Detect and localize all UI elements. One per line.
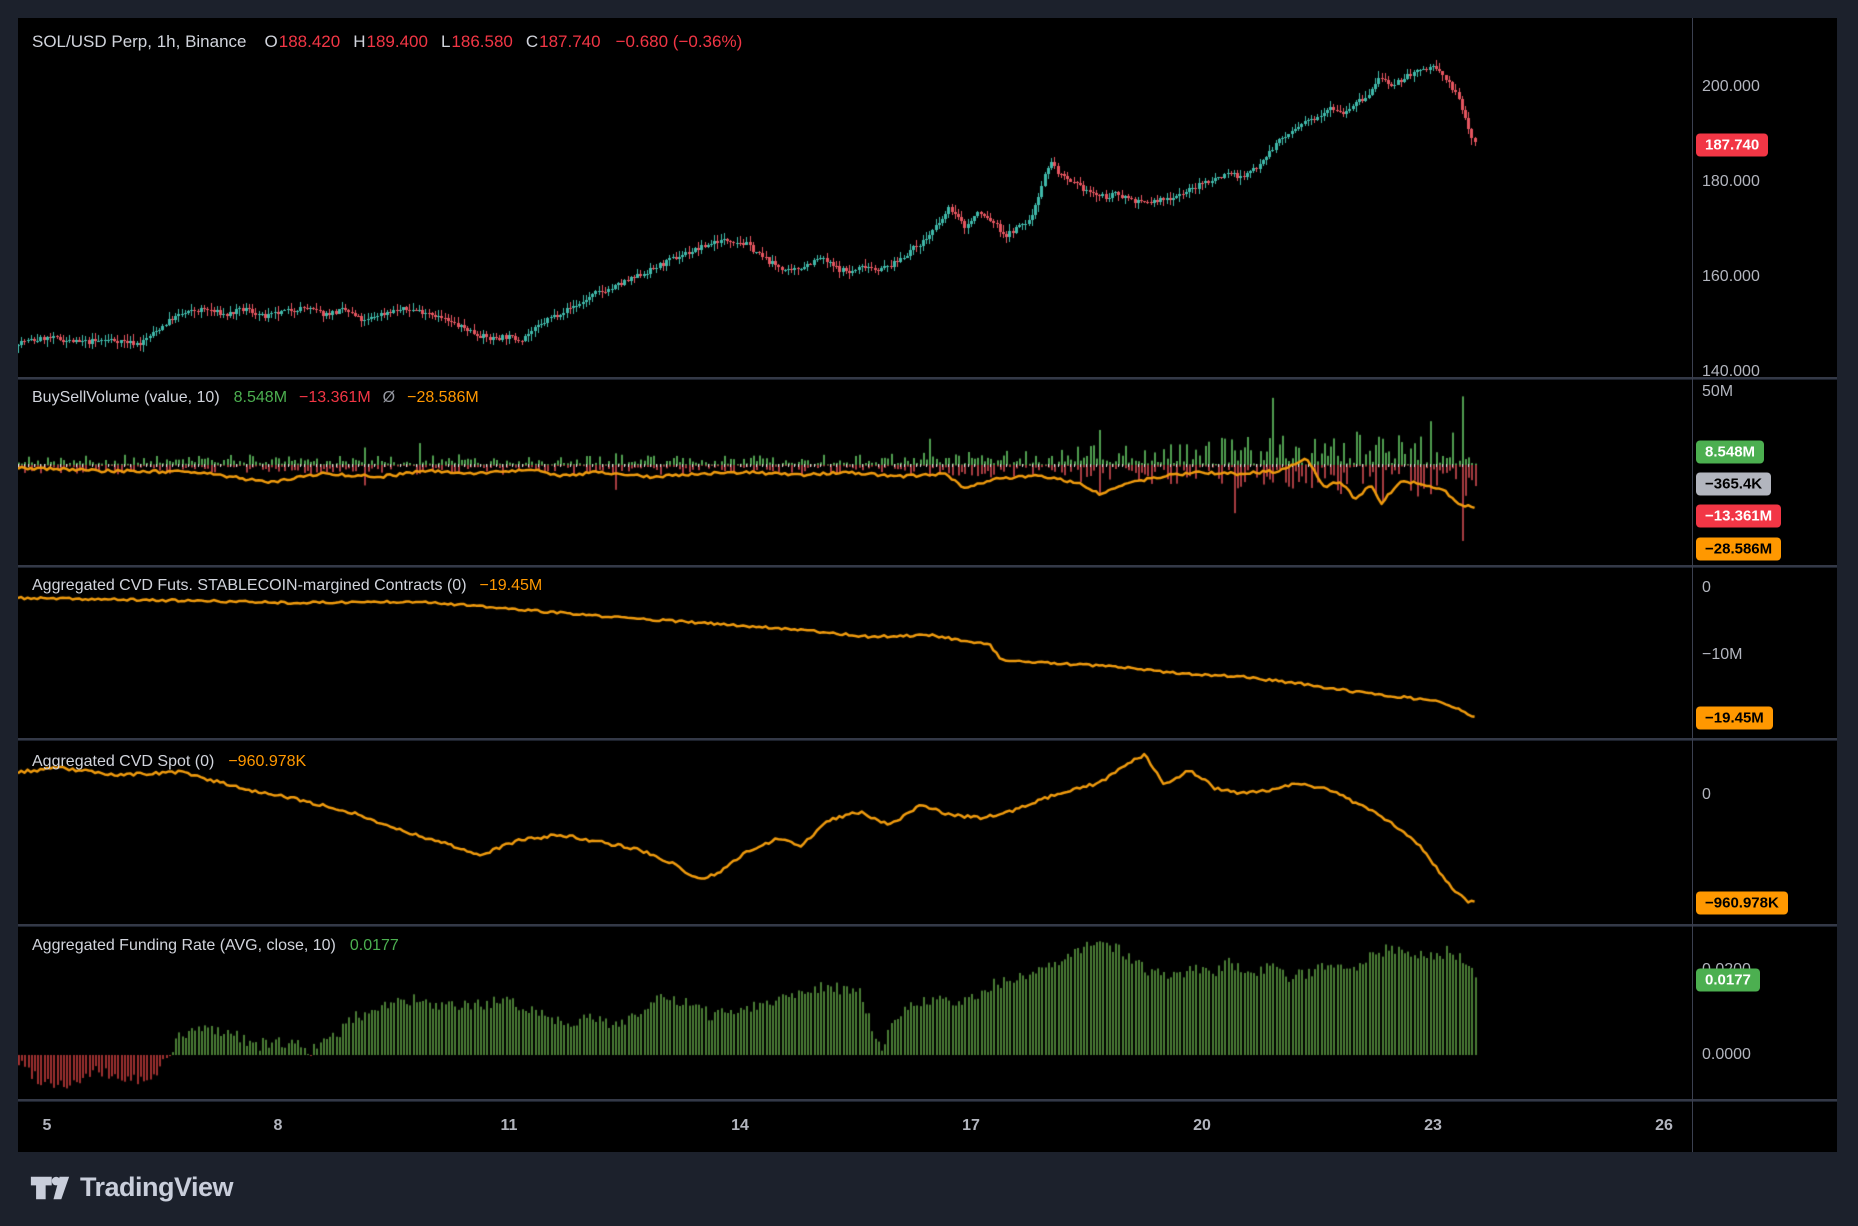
- volume-axis[interactable]: 50M 8.548M −365.4K −13.361M −28.586M: [1692, 380, 1837, 565]
- value-badge: 187.740: [1696, 133, 1769, 157]
- title-segment: Ø: [382, 389, 396, 406]
- time-axis-label: 8: [273, 1117, 283, 1134]
- price-axis[interactable]: 200.000 180.000 160.000 140.000 187.740: [1692, 18, 1837, 377]
- axis-label: 140.000: [1702, 363, 1760, 377]
- title-segment: Aggregated Funding Rate (AVG, close, 10): [32, 937, 336, 954]
- price-scale-divider[interactable]: [1692, 18, 1693, 1152]
- title-segment: H: [353, 32, 366, 51]
- tradingview-logo-icon: [30, 1176, 70, 1199]
- volume-pane[interactable]: BuySellVolume (value, 10) 8.548M −13.361M Ø…: [18, 380, 1837, 565]
- pane-divider[interactable]: [18, 924, 1837, 926]
- title-segment: 0.0177: [349, 937, 399, 954]
- funding-rate-indicator-title[interactable]: Aggregated Funding Rate (AVG, close, 10)…: [32, 936, 399, 956]
- cvd-futures-pane[interactable]: Aggregated CVD Futs. STABLECOIN-margined…: [18, 568, 1837, 738]
- price-chart-canvas[interactable]: [18, 18, 1692, 377]
- funding-rate-canvas[interactable]: [18, 927, 1692, 1099]
- price-pane[interactable]: SOL/USD Perp, 1h, Binance O188.420 H189.40…: [18, 18, 1837, 377]
- cvd-spot-axis[interactable]: 0 −960.978K: [1692, 741, 1837, 924]
- cvd-futures-indicator-title[interactable]: Aggregated CVD Futs. STABLECOIN-margined…: [32, 576, 542, 596]
- title-segment: 189.400: [366, 32, 428, 51]
- time-axis-label: 17: [962, 1117, 980, 1134]
- time-axis-label: 26: [1655, 1117, 1673, 1134]
- title-segment: 188.420: [278, 32, 341, 51]
- title-segment: SOL/USD Perp, 1h, Binance: [32, 32, 247, 51]
- axis-label: 200.000: [1702, 78, 1760, 95]
- cvd-spot-indicator-title[interactable]: Aggregated CVD Spot (0) −960.978K: [32, 752, 306, 772]
- time-axis-label: 20: [1193, 1117, 1211, 1134]
- pane-divider[interactable]: [18, 377, 1837, 379]
- axis-label: 180.000: [1702, 173, 1760, 190]
- title-segment: −960.978K: [228, 753, 307, 770]
- time-axis-label: 14: [731, 1117, 749, 1134]
- volume-indicator-title[interactable]: BuySellVolume (value, 10) 8.548M −13.361M Ø…: [32, 388, 479, 408]
- title-segment: BuySellVolume (value, 10): [32, 389, 220, 406]
- tradingview-logo[interactable]: TradingView: [30, 1172, 234, 1203]
- axis-label: 0: [1702, 579, 1711, 596]
- title-segment: −13.361M: [299, 389, 371, 406]
- title-segment: −19.45M: [479, 577, 543, 594]
- cvd-spot-canvas[interactable]: [18, 741, 1692, 924]
- time-axis-label: 5: [42, 1117, 52, 1134]
- axis-label: 50M: [1702, 383, 1734, 400]
- pane-divider[interactable]: [18, 738, 1837, 740]
- pane-divider[interactable]: [18, 565, 1837, 567]
- title-segment: C: [525, 32, 539, 51]
- title-segment: −0.680 (−0.36%): [615, 32, 743, 51]
- title-segment: Aggregated CVD Spot (0): [32, 753, 215, 770]
- title-segment: −28.586M: [407, 389, 479, 406]
- funding-rate-pane[interactable]: Aggregated Funding Rate (AVG, close, 10)…: [18, 927, 1837, 1099]
- pane-divider[interactable]: [18, 1099, 1837, 1101]
- cvd-futures-canvas[interactable]: [18, 568, 1692, 738]
- axis-label: 0: [1702, 786, 1711, 803]
- time-axis-label: 23: [1424, 1117, 1442, 1134]
- time-axis[interactable]: 5 8 11 14 17 20 23 26: [18, 1102, 1837, 1152]
- time-axis-label: 11: [500, 1117, 518, 1134]
- axis-label: 160.000: [1702, 268, 1760, 285]
- title-segment: L: [440, 32, 451, 51]
- value-badge: −960.978K: [1696, 891, 1788, 915]
- title-segment: O: [264, 32, 278, 51]
- cvd-futures-axis[interactable]: 0 −10M −19.45M: [1692, 568, 1837, 738]
- volume-chart-canvas[interactable]: [18, 380, 1692, 565]
- value-badge: 0.0177: [1696, 968, 1760, 992]
- cvd-spot-pane[interactable]: Aggregated CVD Spot (0) −960.978K 0 −960.9…: [18, 741, 1837, 924]
- axis-label: −10M: [1702, 646, 1743, 663]
- axis-label: 0.0000: [1702, 1046, 1751, 1063]
- title-segment: Aggregated CVD Futs. STABLECOIN-margined…: [32, 577, 467, 594]
- title-segment: 187.740: [539, 32, 601, 51]
- value-badge: 8.548M: [1696, 440, 1765, 464]
- title-segment: 186.580: [451, 32, 513, 51]
- time-axis-corner: [1692, 1102, 1837, 1152]
- symbol-title[interactable]: SOL/USD Perp, 1h, Binance O188.420 H189.40…: [32, 32, 742, 52]
- value-badge: −19.45M: [1696, 706, 1773, 730]
- value-badge: −13.361M: [1696, 504, 1782, 528]
- value-badge: −28.586M: [1696, 537, 1782, 561]
- title-segment: 8.548M: [233, 389, 288, 406]
- value-badge: −365.4K: [1696, 472, 1772, 496]
- tradingview-logo-text: TradingView: [80, 1172, 234, 1202]
